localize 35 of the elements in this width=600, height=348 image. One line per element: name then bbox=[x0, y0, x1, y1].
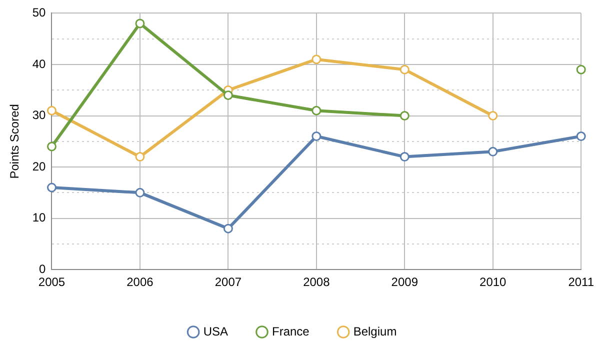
point bbox=[400, 152, 410, 162]
x-tick-label: 2011 bbox=[568, 275, 594, 290]
point bbox=[135, 18, 145, 28]
point bbox=[400, 111, 410, 121]
y-tick-label: 50 bbox=[32, 6, 46, 20]
point bbox=[312, 132, 322, 142]
x-tick-label: 2007 bbox=[214, 275, 242, 290]
point bbox=[47, 182, 56, 192]
legend-label: France bbox=[272, 324, 310, 338]
point bbox=[488, 111, 498, 121]
x-tick-label: 2009 bbox=[391, 275, 418, 290]
y-tick-label: 10 bbox=[32, 210, 46, 225]
y-axis-title: Points Scored bbox=[8, 104, 22, 179]
y-tick-label: 40 bbox=[32, 56, 46, 71]
y-tick-label: 20 bbox=[32, 159, 46, 174]
point bbox=[135, 188, 145, 198]
point bbox=[576, 132, 586, 142]
legend-label: Belgium bbox=[353, 324, 397, 338]
point bbox=[223, 224, 233, 234]
point bbox=[400, 64, 410, 74]
point bbox=[135, 152, 145, 162]
y-tick-label: 30 bbox=[32, 108, 46, 122]
point bbox=[576, 64, 586, 74]
point bbox=[223, 90, 233, 100]
point bbox=[312, 106, 322, 116]
x-tick-label: 2006 bbox=[126, 275, 154, 290]
point bbox=[47, 106, 56, 116]
x-tick-label: 2008 bbox=[303, 275, 330, 290]
y-tick-label: 0 bbox=[39, 262, 46, 276]
point bbox=[312, 54, 322, 64]
legend-label: USA bbox=[203, 324, 228, 338]
point bbox=[488, 146, 498, 156]
x-tick-label: 2005 bbox=[38, 275, 66, 290]
x-tick-label: 2010 bbox=[480, 275, 507, 290]
point bbox=[47, 142, 56, 152]
